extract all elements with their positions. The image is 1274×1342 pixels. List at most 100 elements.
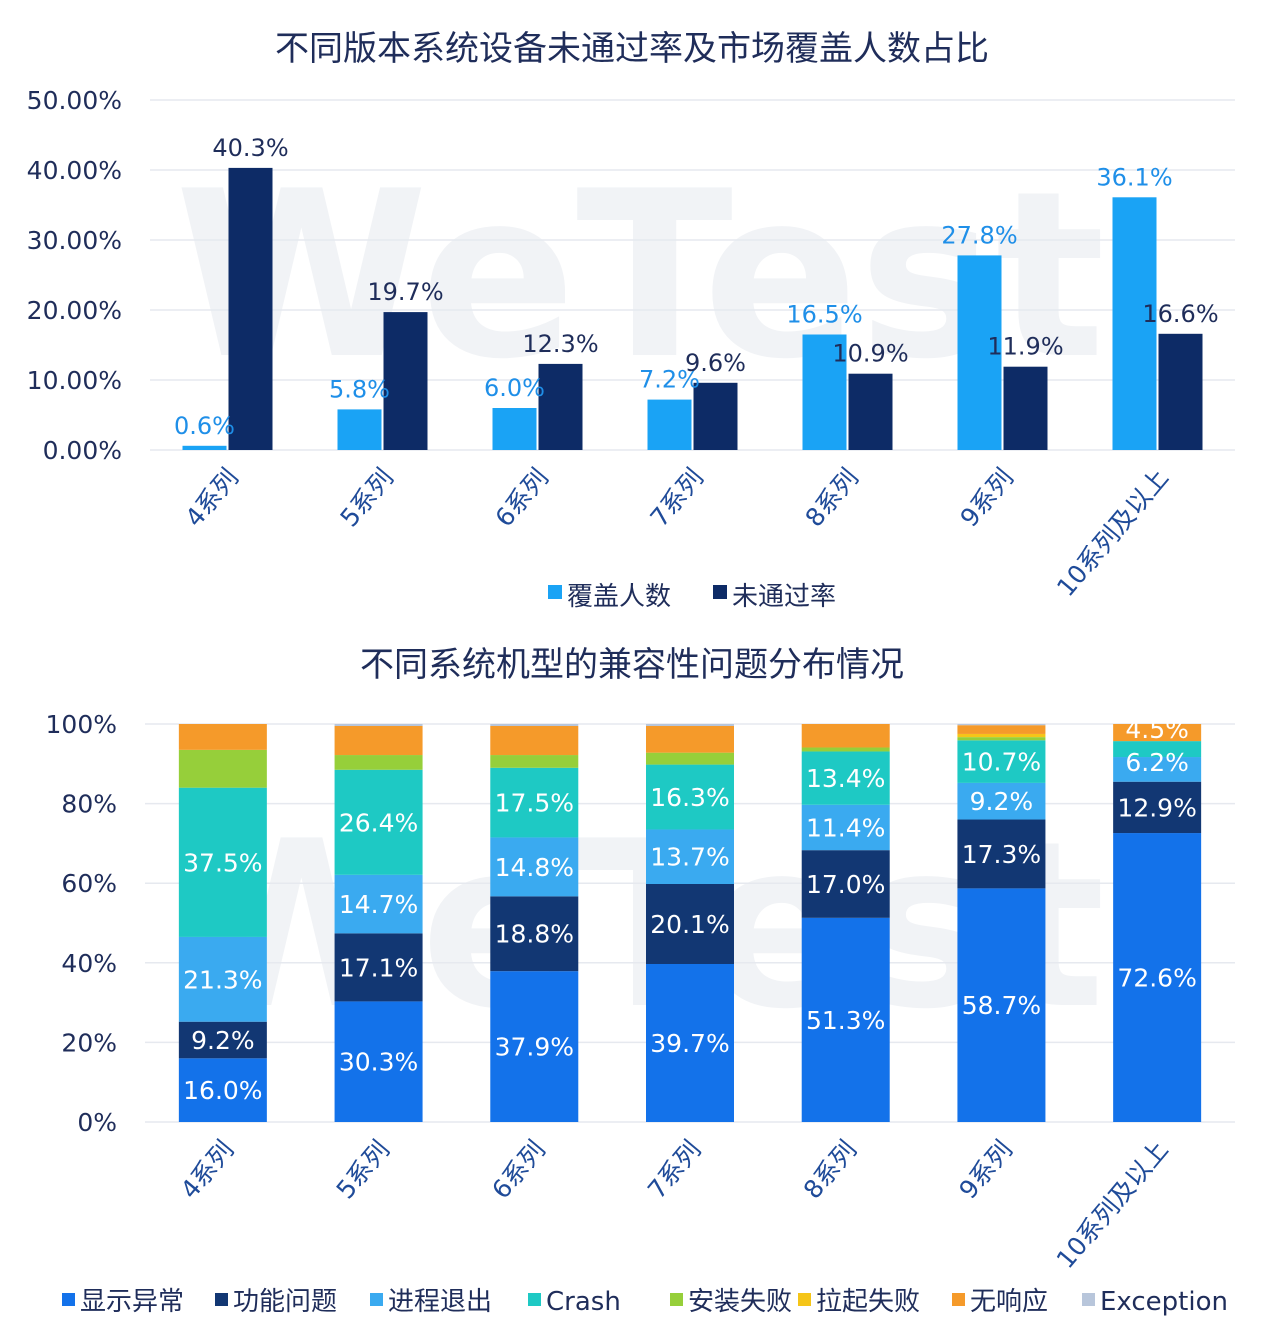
segment-Exception <box>646 724 734 726</box>
bars <box>182 167 1203 450</box>
legend-swatch <box>713 585 727 599</box>
data-label: 20.1% <box>650 910 729 939</box>
segment-安装失败 <box>957 737 1046 741</box>
legend: 覆盖人数 未通过率 <box>548 582 836 612</box>
data-label: 37.9% <box>495 1033 574 1062</box>
data-label: 5.8% <box>329 375 390 403</box>
segment-功能问题 <box>801 850 890 918</box>
data-label: 16.5% <box>786 301 862 329</box>
data-label: 13.7% <box>650 843 729 872</box>
x-tick-label: 6系列 <box>490 463 555 532</box>
data-label: 17.5% <box>495 789 574 818</box>
data-label: 39.7% <box>650 1029 729 1058</box>
x-tick-label: 8系列 <box>798 1135 863 1204</box>
data-label: 6.2% <box>1125 748 1189 777</box>
y-tick-label: 10.00% <box>27 366 122 395</box>
x-axis-ticks: 4系列 5系列 6系列 7系列 8系列 9系列 10系列及以上 <box>175 1135 1174 1274</box>
y-gridlines <box>150 99 1235 451</box>
segment-安装失败 <box>334 755 423 770</box>
segment-安装失败 <box>646 752 734 765</box>
segment-无响应 <box>334 725 423 756</box>
x-tick-label: 8系列 <box>800 463 865 532</box>
legend-label: 无响应 <box>970 1287 1048 1317</box>
segment-Crash <box>1113 741 1202 758</box>
y-tick-label: 0.00% <box>43 436 122 465</box>
x-tick-label: 4系列 <box>180 463 245 532</box>
data-label: 58.7% <box>962 991 1041 1020</box>
segment-拉起失败 <box>957 733 1046 738</box>
y-tick-label: 60% <box>61 869 117 898</box>
segment-进程退出 <box>178 936 267 1022</box>
y-axis-ticks: 0% 20% 40% 60% 80% 100% <box>46 710 117 1137</box>
bar-覆盖人数 <box>802 334 847 450</box>
legend-label: 拉起失败 <box>816 1287 920 1317</box>
compatibility-issue-chart: WeTest 不同系统机型的兼容性问题分布情况 0% 20% 40% 60% 80% 10… <box>46 645 1235 1317</box>
y-tick-label: 40% <box>61 949 117 978</box>
segment-Crash <box>490 767 579 838</box>
legend-swatch <box>370 1293 383 1306</box>
segment-显示异常 <box>957 888 1046 1122</box>
bar-未通过率 <box>1003 366 1048 450</box>
data-label: 13.4% <box>806 764 885 793</box>
segment-进程退出 <box>490 837 579 897</box>
segment-无响应 <box>178 724 267 750</box>
segment-功能问题 <box>1113 781 1202 834</box>
legend-label: Crash <box>546 1287 621 1317</box>
segment-进程退出 <box>646 829 734 884</box>
data-label: 17.0% <box>806 870 885 899</box>
data-label: 27.8% <box>941 221 1017 249</box>
x-tick-label: 6系列 <box>486 1135 551 1204</box>
segment-功能问题 <box>490 896 579 972</box>
segment-Crash <box>957 740 1046 783</box>
segment-Crash <box>178 787 267 937</box>
legend-swatch <box>548 585 562 599</box>
legend-swatch <box>670 1293 683 1306</box>
segment-无响应 <box>490 725 579 756</box>
bar-未通过率 <box>383 312 428 450</box>
legend-label: 进程退出 <box>388 1287 492 1317</box>
data-label: 26.4% <box>339 808 418 837</box>
y-tick-label: 50.00% <box>27 86 122 115</box>
legend-label: Exception <box>1100 1287 1228 1317</box>
y-tick-label: 0% <box>77 1108 117 1137</box>
legend-swatch <box>952 1293 965 1306</box>
segment-功能问题 <box>178 1021 267 1059</box>
segment-显示异常 <box>178 1058 267 1122</box>
bar-覆盖人数 <box>647 399 692 450</box>
segment-无响应 <box>1113 724 1202 742</box>
segment-进程退出 <box>957 782 1046 820</box>
bar-覆盖人数 <box>957 255 1002 450</box>
legend: 显示异常 功能问题 进程退出 Crash 安装失败 拉起失败 无响应 Exception <box>62 1287 1228 1317</box>
coverage-failure-chart: WeTest 不同版本系统设备未通过率及市场覆盖人数占比 0.00% 10.00%… <box>27 29 1235 612</box>
x-axis-ticks: 4系列 5系列 6系列 7系列 8系列 9系列 10系列及以上 <box>180 463 1175 602</box>
y-tick-label: 40.00% <box>27 156 122 185</box>
segment-显示异常 <box>334 1001 423 1122</box>
data-label: 11.4% <box>806 813 885 842</box>
bar-覆盖人数 <box>182 445 227 450</box>
data-label: 17.1% <box>339 953 418 982</box>
legend-label: 安装失败 <box>688 1287 792 1317</box>
data-label: 16.3% <box>650 783 729 812</box>
legend-label: 显示异常 <box>80 1287 184 1317</box>
segment-功能问题 <box>646 883 734 964</box>
data-label: 21.3% <box>183 965 262 994</box>
segment-显示异常 <box>490 971 579 1122</box>
segment-功能问题 <box>957 819 1046 889</box>
bar-覆盖人数 <box>1112 197 1157 450</box>
data-labels: 16.0% 9.2% 21.3% 37.5% 30.3% 17.1% 14.7% 26.4% 3… <box>183 715 1197 1105</box>
segment-进程退出 <box>801 804 890 851</box>
watermark: WeTest <box>175 143 1106 410</box>
y-tick-label: 100% <box>46 710 117 739</box>
segment-显示异常 <box>646 963 734 1122</box>
data-label: 14.7% <box>339 890 418 919</box>
data-label: 40.3% <box>212 134 288 162</box>
segment-安装失败 <box>178 749 267 788</box>
x-tick-label: 7系列 <box>645 463 710 532</box>
data-label: 16.6% <box>1142 300 1218 328</box>
bar-覆盖人数 <box>337 409 382 450</box>
x-tick-label: 9系列 <box>955 463 1020 532</box>
segment-Exception <box>490 724 579 726</box>
data-label: 4.5% <box>1125 715 1189 744</box>
data-label: 11.9% <box>987 333 1063 361</box>
